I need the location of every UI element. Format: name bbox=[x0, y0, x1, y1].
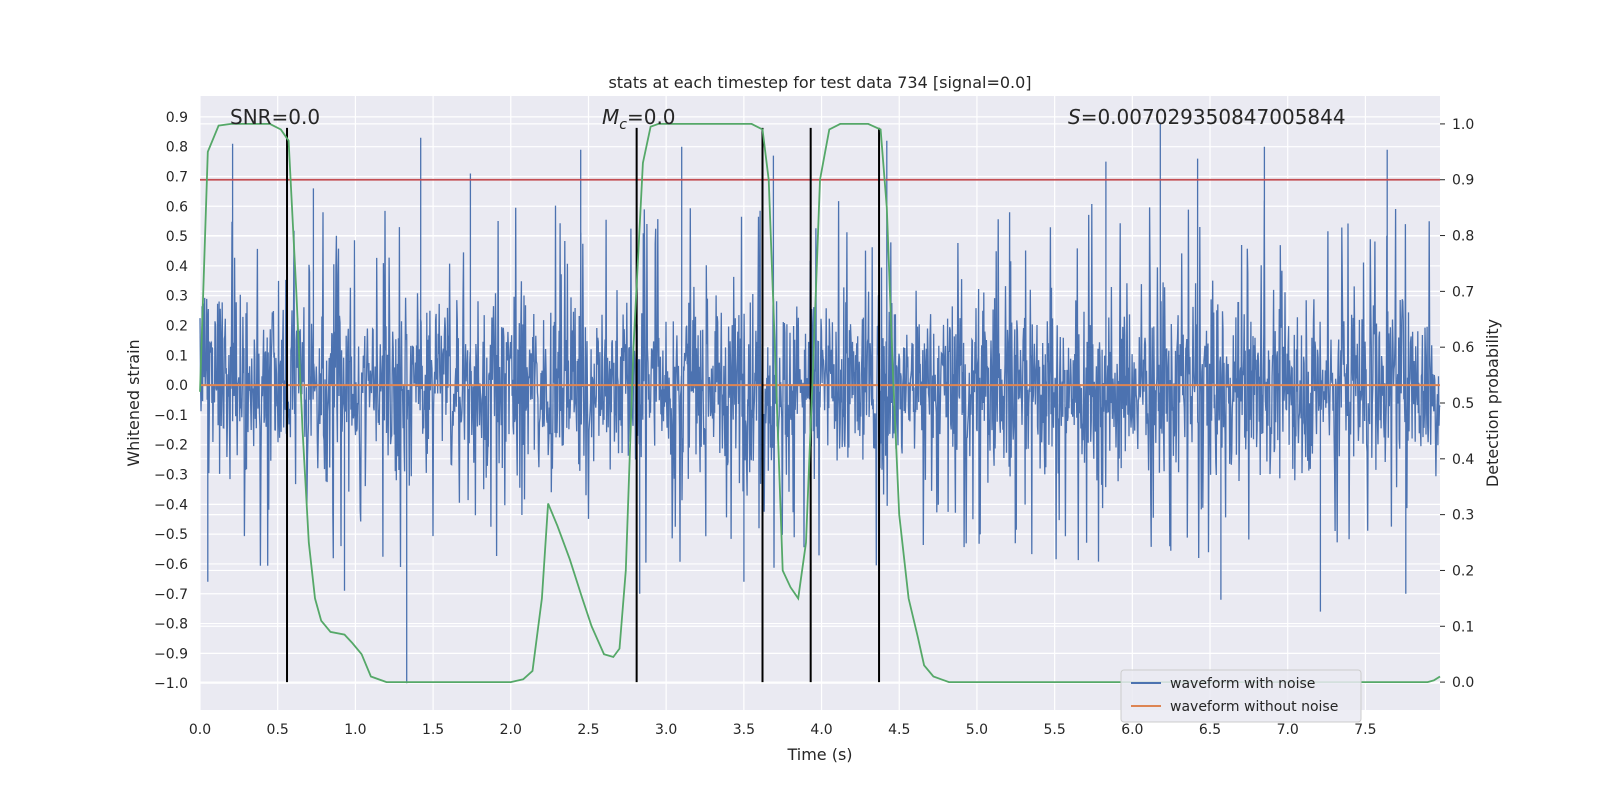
y-left-tick-label: 0.1 bbox=[166, 348, 188, 364]
y-left-tick-label: 0.7 bbox=[166, 169, 188, 185]
x-tick-label: 3.0 bbox=[655, 722, 677, 738]
s-symbol: S bbox=[1068, 105, 1081, 129]
y-right-axis-label: Detection probability bbox=[1483, 319, 1502, 487]
y-left-tick-label: 0.2 bbox=[166, 319, 188, 335]
x-tick-label: 7.5 bbox=[1354, 722, 1376, 738]
series-waveform-with-noise bbox=[199, 122, 1441, 684]
x-tick-label: 3.5 bbox=[733, 722, 755, 738]
y-left-tick-label: −0.3 bbox=[154, 468, 188, 484]
mc-symbol: M bbox=[602, 105, 619, 129]
y-left-axis-label: Whitened strain bbox=[124, 339, 143, 466]
legend-label-clean: waveform without noise bbox=[1170, 699, 1338, 715]
legend-box bbox=[1120, 669, 1362, 723]
y-right-tick-label: 0.8 bbox=[1452, 229, 1474, 245]
x-tick-label: 0.0 bbox=[189, 722, 211, 738]
x-tick-label: 7.0 bbox=[1277, 722, 1299, 738]
y-left-tick-label: −0.2 bbox=[154, 438, 188, 454]
x-tick-label: 0.5 bbox=[267, 722, 289, 738]
y-left-tick-label: −0.9 bbox=[154, 646, 188, 662]
y-left-tick-label: 0.9 bbox=[166, 110, 188, 126]
y-left-tick-label: −0.7 bbox=[154, 587, 188, 603]
y-right-tick-label: 0.6 bbox=[1452, 340, 1474, 356]
x-tick-label: 4.5 bbox=[888, 722, 910, 738]
legend-label-noise: waveform with noise bbox=[1170, 676, 1315, 692]
y-left-tick-label: 0.6 bbox=[166, 199, 188, 215]
x-tick-label: 1.0 bbox=[344, 722, 366, 738]
y-left-tick-label: −0.6 bbox=[154, 557, 188, 573]
y-left-tick-label: −0.1 bbox=[154, 408, 188, 424]
y-right-tick-label: 0.4 bbox=[1452, 452, 1474, 468]
mc-annotation: Mc=0.0 bbox=[602, 105, 676, 133]
series-detection-probability bbox=[199, 123, 1441, 683]
vertical-markers bbox=[286, 127, 881, 683]
y-left-tick-label: 0.3 bbox=[166, 289, 188, 305]
mc-subscript: c bbox=[619, 117, 627, 133]
x-tick-label: 5.0 bbox=[966, 722, 988, 738]
y-right-tick-label: 0.0 bbox=[1452, 675, 1474, 691]
x-axis-ticks: 0.0 0.5 1.0 1.5 2.0 2.5 3.0 3.5 4.0 4.5 5.0 5.5 6.0 6… bbox=[189, 722, 1377, 738]
chart-title: stats at each timestep for test data 734… bbox=[608, 73, 1031, 92]
y-left-tick-label: 0.4 bbox=[166, 259, 188, 275]
y-right-tick-label: 1.0 bbox=[1452, 117, 1474, 133]
x-axis-label: Time (s) bbox=[786, 745, 852, 764]
x-tick-label: 2.0 bbox=[500, 722, 522, 738]
y-right-tick-label: 0.7 bbox=[1452, 284, 1474, 300]
y-right-tick-label: 0.1 bbox=[1452, 619, 1474, 635]
y-left-tick-label: −0.5 bbox=[154, 527, 188, 543]
mc-value: =0.0 bbox=[627, 105, 676, 129]
y-right-tick-label: 0.5 bbox=[1452, 396, 1474, 412]
y-left-tick-label: 0.5 bbox=[166, 229, 188, 245]
y-right-tick-label: 0.2 bbox=[1452, 563, 1474, 579]
y-left-tick-label: −1.0 bbox=[154, 676, 188, 692]
s-value: =0.007029350847005844 bbox=[1081, 105, 1346, 129]
x-tick-label: 4.0 bbox=[810, 722, 832, 738]
y-right-tick-label: 0.9 bbox=[1452, 173, 1474, 189]
legend: waveform with noise waveform without noi… bbox=[1120, 669, 1362, 723]
x-tick-label: 6.0 bbox=[1121, 722, 1143, 738]
x-tick-label: 6.5 bbox=[1199, 722, 1221, 738]
y-right-tick-label: 0.3 bbox=[1452, 508, 1474, 524]
y-right-axis-ticks: 1.0 0.9 0.8 0.7 0.6 0.5 0.4 0.3 0.2 0.1 0.0 bbox=[1440, 117, 1474, 691]
x-tick-label: 2.5 bbox=[577, 722, 599, 738]
y-left-tick-label: −0.8 bbox=[154, 617, 188, 633]
s-annotation: S=0.007029350847005844 bbox=[1068, 105, 1346, 129]
x-tick-label: 1.5 bbox=[422, 722, 444, 738]
y-left-tick-label: 0.0 bbox=[166, 378, 188, 394]
snr-annotation: SNR=0.0 bbox=[230, 105, 320, 129]
y-left-tick-label: 0.8 bbox=[166, 140, 188, 156]
y-left-axis-ticks: 0.9 0.8 0.7 0.6 0.5 0.4 0.3 0.2 0.1 0.0 −0.1 −0.2 −0… bbox=[154, 110, 188, 692]
noise-waveform-path bbox=[199, 122, 1441, 684]
y-left-tick-label: −0.4 bbox=[154, 497, 188, 513]
x-tick-label: 5.5 bbox=[1044, 722, 1066, 738]
